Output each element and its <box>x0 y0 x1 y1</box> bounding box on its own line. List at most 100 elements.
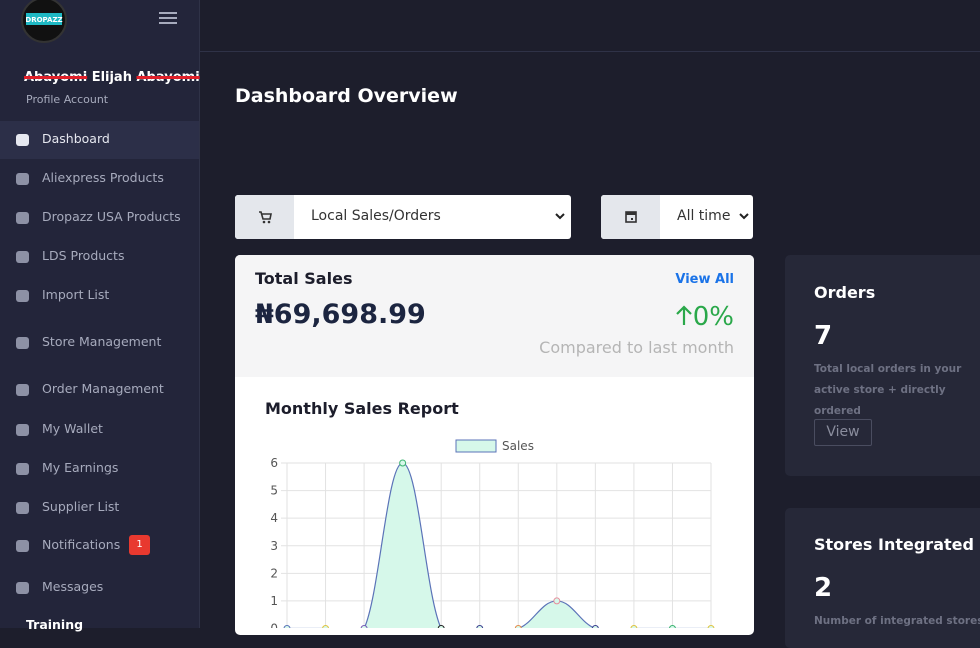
change-note: Compared to last month <box>539 338 734 357</box>
type-select[interactable]: Local Sales/Orders <box>235 195 571 239</box>
menu-toggle[interactable] <box>159 11 177 25</box>
orders-count: 7 <box>814 321 833 351</box>
menu-icon <box>16 582 29 594</box>
menu-label: LDS Products <box>42 248 125 263</box>
menu-label: Aliexpress Products <box>42 170 164 185</box>
menu-icon <box>16 212 29 224</box>
user-first: Abayomi <box>24 70 88 85</box>
menu-item[interactable]: Notifications 1 <box>0 527 199 565</box>
view-button[interactable]: View <box>814 419 872 446</box>
card-description: Total local orders in your active store … <box>814 363 962 417</box>
point <box>437 625 445 628</box>
icon-shape <box>16 337 29 349</box>
time-select[interactable]: All time <box>601 195 753 239</box>
orders-card: Orders 7 Total local orders in your acti… <box>785 255 980 476</box>
card-description: Number of integrated stores <box>814 615 980 627</box>
y-tick-label: 3 <box>270 539 278 553</box>
cart-icon <box>259 211 272 224</box>
user-last: Abayomi <box>136 70 200 85</box>
menu-item[interactable]: Dashboard <box>0 121 199 159</box>
menu-item[interactable]: Dropazz USA Products <box>0 199 199 237</box>
icon-shape <box>16 384 29 396</box>
page-title: Dashboard Overview <box>235 85 458 107</box>
chart-title: Monthly Sales Report <box>265 399 459 418</box>
menu-item[interactable]: Order Management <box>0 371 199 409</box>
y-tick-label: 2 <box>270 566 278 580</box>
logo-text: DROPAZZ <box>25 16 62 24</box>
point <box>707 625 715 628</box>
menu-icon <box>16 134 29 146</box>
area-fill <box>364 463 595 628</box>
menu-item[interactable]: Store Management <box>0 324 199 362</box>
menu-icon <box>16 502 29 514</box>
menu-icon <box>16 540 29 552</box>
icon-shape <box>16 463 29 475</box>
sales-change: 0% <box>675 302 734 332</box>
point <box>360 625 368 628</box>
chevron <box>555 213 565 220</box>
menu-label: My Earnings <box>42 460 119 475</box>
point <box>322 625 330 628</box>
legend-label: Sales <box>502 439 534 453</box>
card-title: Orders <box>814 283 876 302</box>
user-middle: Elijah <box>91 70 132 85</box>
point <box>514 625 522 628</box>
menu-icon <box>16 173 29 185</box>
card-title: Stores Integrated <box>814 535 974 554</box>
menu-item[interactable]: Import List <box>0 277 199 315</box>
menu-item[interactable]: My Wallet <box>0 411 199 449</box>
icon-shape <box>16 173 29 185</box>
sales-summary: Total Sales View All ₦69,698.99 0% Compa… <box>235 255 754 377</box>
sidebar: DROPAZZ Abayomi Elijah Abayomi Profile A… <box>0 0 200 632</box>
y-tick-label: 4 <box>270 511 278 525</box>
stores-count: 2 <box>814 573 833 603</box>
icon-shape <box>16 134 29 146</box>
point <box>476 625 484 628</box>
select-value: All time <box>677 208 731 224</box>
up-arrow <box>675 305 692 325</box>
user-name: Abayomi Elijah Abayomi <box>24 70 200 85</box>
y-tick-label: 1 <box>270 594 278 608</box>
y-tick-label: 5 <box>270 484 278 498</box>
topbar <box>200 0 980 52</box>
menu-icon <box>16 463 29 475</box>
point <box>630 625 638 628</box>
point <box>668 625 676 628</box>
icon-shape <box>16 502 29 514</box>
menu-label: Dropazz USA Products <box>42 209 181 224</box>
menu-label: Supplier List <box>42 499 120 514</box>
menu-item[interactable]: My Earnings <box>0 450 199 488</box>
chart: Monthly Sales Report 0 1 2 3 4 5 6 Sales <box>265 399 715 628</box>
point <box>591 625 599 628</box>
calendar-icon <box>625 211 637 223</box>
select-icon <box>235 195 294 239</box>
menu-label: Store Management <box>42 334 162 349</box>
menu-label: Notifications <box>42 537 121 552</box>
change-value: 0% <box>692 302 734 332</box>
logo[interactable]: DROPAZZ <box>21 0 67 43</box>
view-all-link[interactable]: View All <box>675 272 734 287</box>
point <box>553 597 561 605</box>
card-title: Total Sales <box>255 269 353 288</box>
y-tick-label: 6 <box>270 456 278 470</box>
profile-link[interactable]: Profile Account <box>26 93 109 106</box>
icon-shape <box>16 290 29 302</box>
legend-swatch <box>455 439 497 453</box>
menu-label: Order Management <box>42 381 164 396</box>
menu-item[interactable]: Supplier List <box>0 489 199 527</box>
icon-shape <box>16 424 29 436</box>
menu-item[interactable]: Aliexpress Products <box>0 160 199 198</box>
menu-label: My Wallet <box>42 421 103 436</box>
icon-shape <box>16 540 29 552</box>
menu-label: Dashboard <box>42 131 110 146</box>
menu-label: Import List <box>42 287 110 302</box>
menu-label: Messages <box>42 579 104 594</box>
point <box>399 459 407 467</box>
icon-shape <box>16 212 29 224</box>
select-icon <box>601 195 660 239</box>
menu-item[interactable]: LDS Products <box>0 238 199 276</box>
section-label: Training <box>26 617 84 632</box>
menu-item[interactable]: Messages <box>0 569 199 607</box>
menu-icon <box>16 384 29 396</box>
